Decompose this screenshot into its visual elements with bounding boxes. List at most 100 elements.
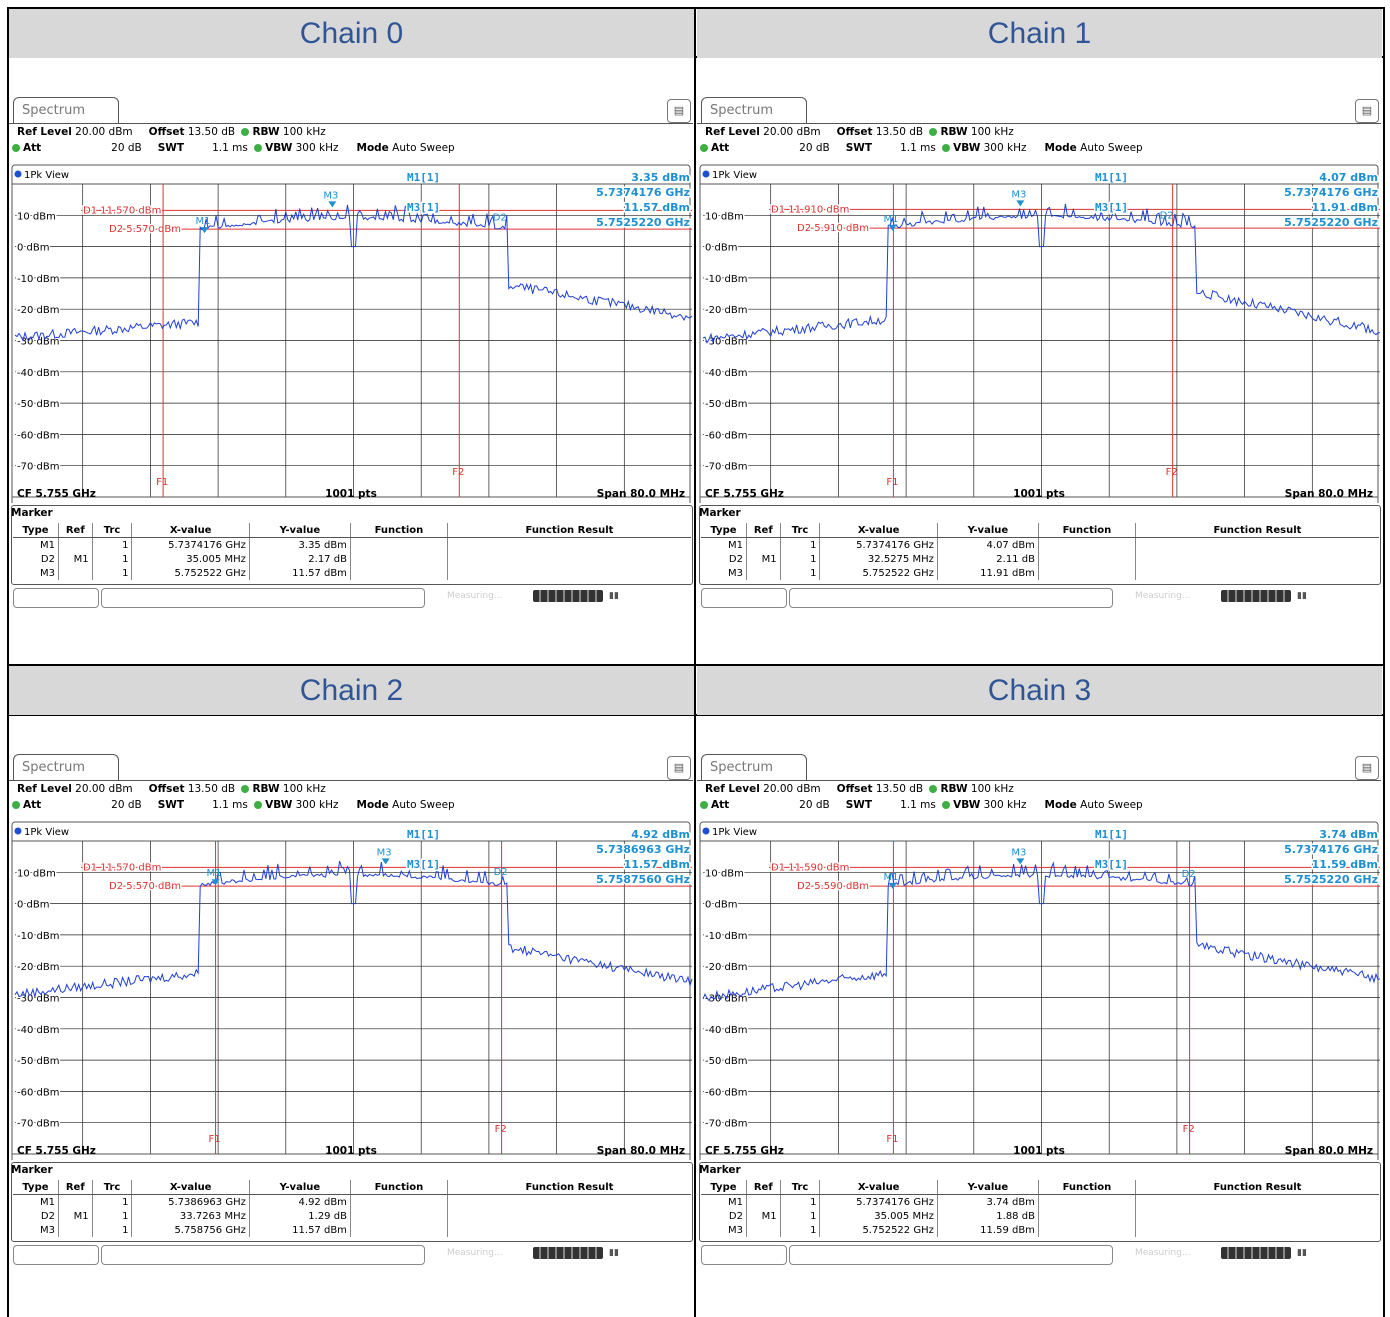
status-dot-icon: [929, 785, 938, 793]
table-cell: 4.07 dBm: [936, 537, 1039, 552]
outer-table: [7, 7, 1385, 1317]
center-frequency: CF 5.755 GHz: [705, 488, 784, 500]
ref-level-label: Ref Level: [17, 783, 72, 795]
swt-label: SWT: [157, 799, 185, 811]
progress-bar: [1221, 1247, 1291, 1259]
table-cell: [1037, 1223, 1136, 1237]
table-cell: M3: [727, 1224, 743, 1236]
progress-bar: [1221, 590, 1291, 602]
ref-level-label: Ref Level: [705, 126, 760, 138]
marker-table-frame: [699, 1162, 1381, 1242]
marker-table: Type Ref Trc X-value Y-value Function Function…: [13, 1180, 691, 1237]
status-bar: Measuring... ▮▮: [701, 588, 1381, 608]
table-cell: 11.57 dBm: [248, 1223, 351, 1237]
vbw-label: VBW: [953, 142, 981, 154]
status-bar: Measuring... ▮▮: [13, 588, 693, 608]
y-tick-label: -40 dBm: [17, 368, 59, 379]
column-header: Y-value: [248, 523, 351, 538]
table-row: M3 1 5.752522 GHz 11.57 dBm: [13, 566, 691, 580]
trace-indicator-icon: [702, 170, 710, 178]
y-tick-label: 10 dBm: [17, 211, 56, 222]
column-header: Ref: [57, 1180, 93, 1195]
table-cell: [446, 1209, 691, 1223]
table-divider: [7, 714, 1385, 716]
f1-label: F1: [886, 1134, 898, 1145]
vbw-label: VBW: [265, 142, 293, 154]
spectrum-plot: 1Pk View 10 dBm 0 dBm -10 dBm -20 dBm -30 dBm…: [11, 821, 693, 1160]
d1-label: D1 11.910 dBm: [771, 204, 849, 215]
column-header: Y-value: [936, 1180, 1039, 1195]
table-cell: 5.752522 GHz: [819, 1223, 938, 1237]
table-cell: 11.59 dBm: [936, 1223, 1039, 1237]
menu-icon[interactable]: ▤: [667, 99, 691, 123]
marker-m3-label: M3: [1011, 847, 1026, 858]
y-tick-label: -10 dBm: [17, 931, 59, 942]
marker-m1-label: M1: [207, 868, 222, 879]
status-field: [701, 1245, 787, 1265]
ref-level-label: Ref Level: [705, 783, 760, 795]
spectrum-panel: Spectrum ▤ Ref Level 20.00 dBm Offset 13.50…: [697, 97, 1381, 617]
table-cell: [446, 552, 691, 566]
table-cell: D2: [728, 1210, 743, 1222]
spectrum-trace: [14, 860, 693, 998]
plot-frame: [699, 821, 1379, 1160]
menu-icon[interactable]: ▤: [1355, 99, 1379, 123]
offset-value: 13.50 dB: [184, 783, 239, 795]
table-divider-vertical: [694, 7, 696, 1317]
status-field: [13, 588, 99, 608]
spectrum-tab[interactable]: Spectrum: [13, 754, 119, 780]
spectrum-tab[interactable]: Spectrum: [13, 97, 119, 123]
marker-m3-icon: [328, 201, 337, 208]
sweep-points: 1001 pts: [325, 1145, 377, 1157]
table-cell: [349, 566, 448, 580]
table-cell: [1134, 566, 1379, 580]
marker-m3-icon: [1016, 858, 1025, 865]
marker-table: Type Ref Trc X-value Y-value Function Function…: [701, 1180, 1379, 1237]
rbw-value: 100 kHz: [967, 783, 1014, 795]
table-cell: [1134, 552, 1379, 566]
marker-m3-label: M3: [377, 847, 392, 858]
readout-m3-freq: 5.7525220 GHz: [1284, 216, 1378, 229]
panel-title: Chain 1: [697, 9, 1382, 58]
column-header: Function: [1037, 523, 1136, 538]
readout-m1-freq: 5.7374176 GHz: [596, 186, 690, 199]
table-cell: [349, 1223, 448, 1237]
d2-label: D2 5.570 dBm: [109, 224, 181, 235]
offset-label: Offset: [148, 126, 185, 138]
spectrum-tab[interactable]: Spectrum: [701, 97, 807, 123]
message-field: [101, 1245, 425, 1265]
table-row: M3 1 5.752522 GHz 11.91 dBm: [701, 566, 1379, 580]
offset-label: Offset: [148, 783, 185, 795]
settings-row-1: Ref Level 20.00 dBm Offset 13.50 dB RBW 1…: [17, 783, 326, 795]
table-cell: 2.11 dB: [936, 552, 1039, 566]
table-cell: [1037, 552, 1136, 566]
menu-icon[interactable]: ▤: [1355, 756, 1379, 780]
y-tick-label: -20 dBm: [17, 305, 59, 316]
status-dot-icon: [700, 144, 708, 152]
column-header: Function Result: [1134, 1180, 1379, 1195]
status-dot-icon: [12, 801, 20, 809]
spectrum-tab[interactable]: Spectrum: [701, 754, 807, 780]
menu-icon[interactable]: ▤: [667, 756, 691, 780]
table-cell: [349, 1209, 448, 1223]
panel-title: Chain 2: [9, 666, 694, 715]
table-cell: 35.005 MHz: [131, 552, 250, 566]
marker-table: Type Ref Trc X-value Y-value Function Function…: [701, 523, 1379, 580]
column-header: Ref: [745, 523, 781, 538]
rbw-value: 100 kHz: [279, 783, 326, 795]
table-row: M1 1 5.7374176 GHz 4.07 dBm: [701, 537, 1379, 552]
table-cell: 11.57 dBm: [248, 566, 351, 580]
att-value: 20 dB: [111, 142, 142, 154]
table-cell: [446, 1194, 691, 1209]
y-tick-label: -60 dBm: [705, 1087, 747, 1098]
marker-m1-icon: [888, 224, 897, 231]
marker-d2-label: D2: [1182, 869, 1196, 880]
table-cell: D2: [728, 553, 743, 565]
f1-label: F1: [209, 1134, 221, 1145]
table-cell: M1: [39, 1196, 55, 1208]
y-tick-label: -60 dBm: [17, 1087, 59, 1098]
sweep-points: 1001 pts: [1013, 1145, 1065, 1157]
table-cell: 1: [91, 537, 132, 552]
lxi-icon: ▮▮: [1297, 591, 1307, 601]
att-value: 20 dB: [111, 799, 142, 811]
